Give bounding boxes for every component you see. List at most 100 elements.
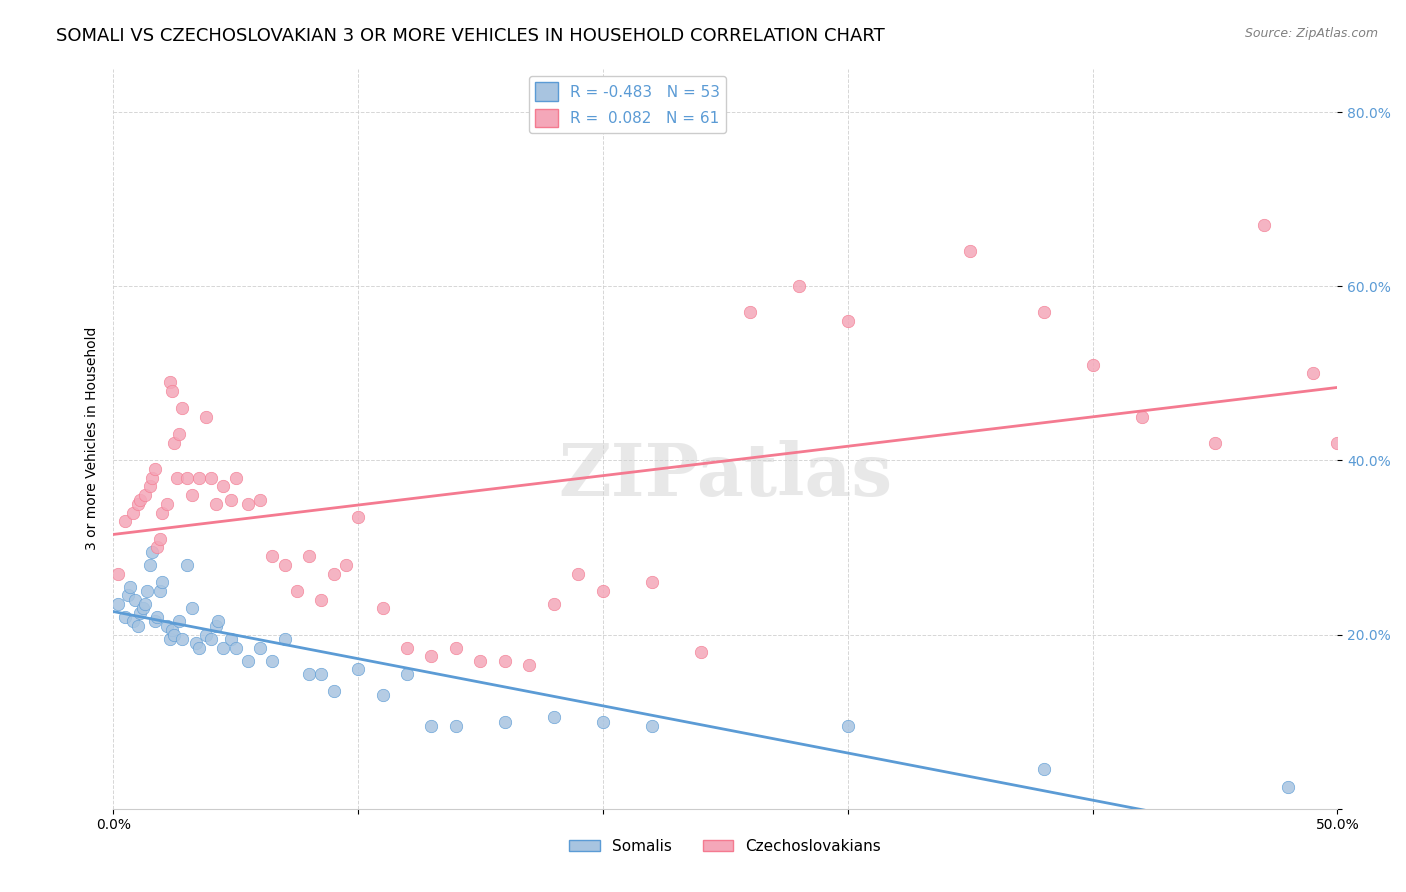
Point bbox=[187, 640, 209, 655]
Point bbox=[146, 541, 169, 555]
Point bbox=[420, 719, 443, 733]
Point bbox=[592, 584, 614, 599]
Point bbox=[335, 558, 357, 572]
Point bbox=[322, 566, 344, 581]
Point bbox=[347, 510, 370, 524]
Point bbox=[150, 575, 173, 590]
Point bbox=[641, 719, 664, 733]
Point bbox=[236, 497, 259, 511]
Point bbox=[738, 305, 761, 319]
Point bbox=[117, 588, 139, 602]
Point bbox=[121, 615, 143, 629]
Point bbox=[205, 497, 228, 511]
Point bbox=[1277, 780, 1299, 794]
Point bbox=[150, 506, 173, 520]
Point bbox=[139, 479, 162, 493]
Point bbox=[592, 714, 614, 729]
Point bbox=[494, 654, 516, 668]
Point bbox=[124, 592, 146, 607]
Point bbox=[543, 597, 565, 611]
Text: SOMALI VS CZECHOSLOVAKIAN 3 OR MORE VEHICLES IN HOUSEHOLD CORRELATION CHART: SOMALI VS CZECHOSLOVAKIAN 3 OR MORE VEHI… bbox=[56, 27, 884, 45]
Point bbox=[170, 401, 193, 416]
Point bbox=[127, 619, 149, 633]
Point bbox=[262, 549, 284, 563]
Point bbox=[200, 632, 222, 646]
Point bbox=[149, 584, 172, 599]
Point bbox=[187, 471, 209, 485]
Point bbox=[298, 666, 321, 681]
Point bbox=[195, 409, 218, 424]
Point bbox=[641, 575, 664, 590]
Point bbox=[689, 645, 711, 659]
Point bbox=[225, 471, 247, 485]
Point bbox=[249, 640, 271, 655]
Point bbox=[163, 436, 186, 450]
Point bbox=[1032, 763, 1054, 777]
Point bbox=[262, 654, 284, 668]
Point bbox=[371, 689, 394, 703]
Point bbox=[837, 314, 859, 328]
Point bbox=[159, 632, 181, 646]
Point bbox=[129, 492, 152, 507]
Point bbox=[212, 640, 235, 655]
Point bbox=[134, 488, 156, 502]
Point bbox=[837, 719, 859, 733]
Point bbox=[120, 580, 142, 594]
Point bbox=[143, 615, 166, 629]
Point bbox=[136, 584, 159, 599]
Point bbox=[160, 623, 183, 637]
Point bbox=[470, 654, 492, 668]
Point bbox=[219, 632, 242, 646]
Point bbox=[139, 558, 162, 572]
Point bbox=[149, 532, 172, 546]
Point bbox=[114, 514, 136, 528]
Point bbox=[200, 471, 222, 485]
Point bbox=[205, 619, 228, 633]
Point bbox=[180, 601, 202, 615]
Point bbox=[114, 610, 136, 624]
Point bbox=[1081, 358, 1104, 372]
Point bbox=[156, 619, 179, 633]
Point bbox=[519, 658, 541, 673]
Point bbox=[1253, 219, 1275, 233]
Point bbox=[169, 427, 191, 442]
Point bbox=[160, 384, 183, 398]
Point bbox=[169, 615, 191, 629]
Point bbox=[156, 497, 179, 511]
Point bbox=[1302, 366, 1324, 380]
Text: Source: ZipAtlas.com: Source: ZipAtlas.com bbox=[1244, 27, 1378, 40]
Point bbox=[143, 462, 166, 476]
Point bbox=[159, 375, 181, 389]
Point bbox=[146, 610, 169, 624]
Y-axis label: 3 or more Vehicles in Household: 3 or more Vehicles in Household bbox=[86, 326, 100, 550]
Point bbox=[494, 714, 516, 729]
Point bbox=[163, 627, 186, 641]
Point bbox=[249, 492, 271, 507]
Point bbox=[127, 497, 149, 511]
Point bbox=[285, 584, 308, 599]
Point bbox=[180, 488, 202, 502]
Text: ZIPatlas: ZIPatlas bbox=[558, 440, 893, 511]
Point bbox=[371, 601, 394, 615]
Point bbox=[176, 558, 198, 572]
Point bbox=[176, 471, 198, 485]
Point bbox=[166, 471, 188, 485]
Point bbox=[420, 649, 443, 664]
Point bbox=[347, 662, 370, 676]
Point bbox=[322, 684, 344, 698]
Point bbox=[225, 640, 247, 655]
Point bbox=[236, 654, 259, 668]
Point bbox=[395, 640, 418, 655]
Point bbox=[567, 566, 589, 581]
Point bbox=[170, 632, 193, 646]
Point bbox=[311, 666, 333, 681]
Point bbox=[298, 549, 321, 563]
Point bbox=[141, 471, 163, 485]
Point bbox=[444, 719, 467, 733]
Point bbox=[311, 592, 333, 607]
Point bbox=[1032, 305, 1054, 319]
Legend: R = -0.483   N = 53, R =  0.082   N = 61: R = -0.483 N = 53, R = 0.082 N = 61 bbox=[529, 76, 725, 133]
Point bbox=[212, 479, 235, 493]
Point bbox=[186, 636, 208, 650]
Point bbox=[395, 666, 418, 681]
